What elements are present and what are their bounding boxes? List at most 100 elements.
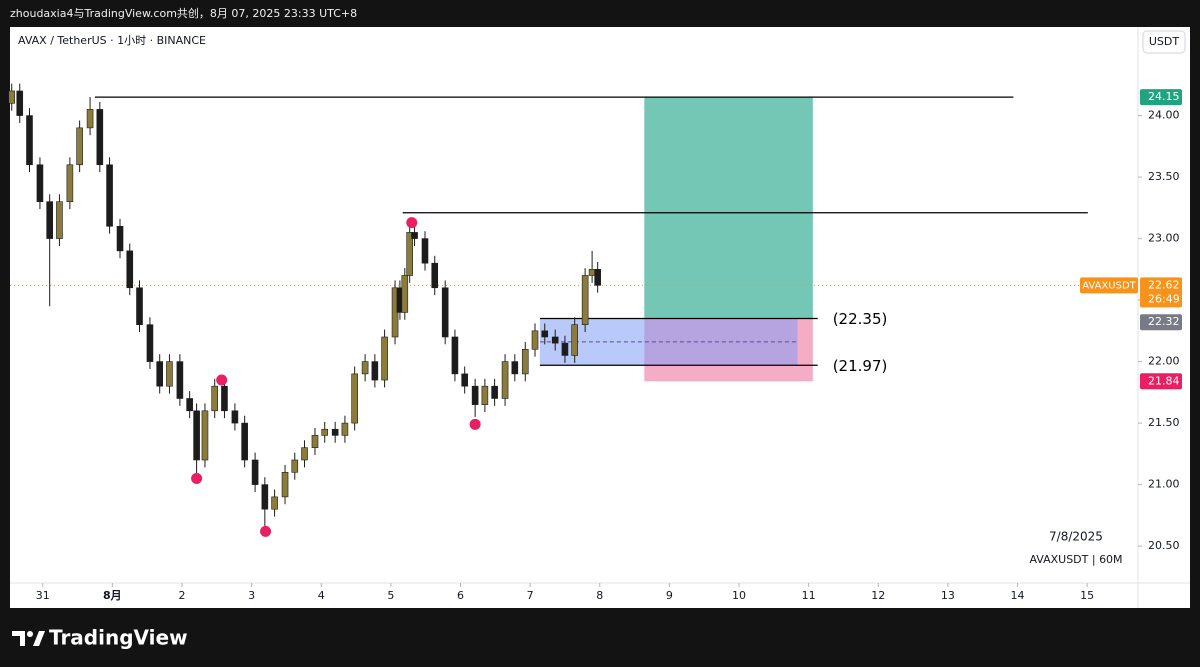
x-tick-label: 3 — [248, 589, 255, 602]
candle-body — [501, 361, 509, 399]
x-tick-label: 8月 — [103, 589, 122, 602]
x-tick-label: 5 — [387, 589, 394, 602]
candle-body — [451, 336, 459, 375]
candle-body — [588, 269, 596, 276]
candle-body — [521, 348, 529, 375]
logo-mark — [12, 631, 25, 646]
price-label — [1140, 373, 1182, 390]
candle-body — [221, 385, 228, 412]
pivot-marker — [406, 217, 418, 229]
candle-body — [156, 361, 164, 387]
candle-body — [193, 410, 200, 461]
x-tick-label: 8 — [596, 589, 603, 602]
candle-body — [531, 330, 539, 350]
x-tick-label: 14 — [1011, 589, 1025, 602]
x-tick-label: 6 — [457, 589, 464, 602]
candle-body — [76, 127, 83, 166]
candle-body — [291, 459, 299, 473]
candle-body — [541, 330, 549, 338]
candle-body — [261, 484, 269, 510]
chart-panel — [10, 27, 1190, 608]
pivot-marker — [216, 374, 228, 386]
candle-body — [201, 410, 209, 461]
candle-body — [186, 398, 193, 412]
x-tick-label: 7 — [527, 589, 534, 602]
candle-body — [401, 275, 409, 313]
x-tick-label: 9 — [666, 589, 673, 602]
candle-body — [581, 275, 589, 325]
brand: TradingView — [49, 626, 188, 650]
candle-body — [16, 90, 24, 116]
candle-body — [56, 201, 63, 239]
logo-mark — [33, 631, 45, 646]
candle-body — [281, 471, 289, 498]
y-tick-label: 21.00 — [1148, 478, 1180, 491]
candle-body — [116, 225, 124, 252]
symbol-tag — [1080, 277, 1138, 294]
candle-body — [96, 109, 104, 166]
candle-body — [351, 373, 358, 424]
candle-body — [431, 262, 439, 289]
price-label-text: 22.32 — [1148, 315, 1180, 328]
candle-body — [371, 361, 379, 381]
candle-body — [36, 164, 44, 202]
y-tick-label: 23.00 — [1148, 232, 1180, 245]
candle-body — [406, 232, 413, 276]
symbol-note: AVAXUSDT | 60M — [1029, 553, 1122, 566]
candle-body — [551, 336, 559, 344]
currency-button[interactable] — [1142, 30, 1186, 54]
candle-body — [136, 287, 143, 325]
candle-body — [361, 361, 369, 375]
candle-body — [311, 435, 319, 448]
y-tick-label: 22.00 — [1148, 355, 1180, 368]
price-label — [1140, 277, 1182, 308]
logo-dot — [27, 631, 33, 637]
price-label-text: 24.15 — [1148, 90, 1180, 103]
candle-body — [126, 250, 134, 289]
countdown: 26:49 — [1148, 292, 1180, 305]
candle-body — [8, 90, 16, 104]
line-label: (21.97) — [833, 357, 888, 375]
candle-body — [176, 361, 184, 399]
price-label-text: 22.62 — [1148, 278, 1180, 291]
price-label — [1140, 89, 1182, 106]
candle-body — [321, 428, 329, 436]
plot: (22.35) (21.97) — [8, 83, 1138, 537]
line-label: (22.35) — [833, 310, 888, 328]
candle-body — [166, 361, 173, 387]
axes: 20.5021.0021.5022.0022.5023.0023.5024.00… — [36, 89, 1182, 602]
symbol-tag-text: AVAXUSDT — [1082, 280, 1136, 291]
candle-body — [594, 269, 601, 286]
candle-body — [461, 373, 468, 387]
y-tick-label: 21.50 — [1148, 416, 1180, 429]
price-label-text: 21.84 — [1148, 374, 1180, 387]
x-tick-label: 13 — [941, 589, 955, 602]
candle-body — [106, 164, 113, 227]
price-label — [1140, 314, 1182, 331]
candle-body — [571, 324, 578, 356]
y-tick-label: 23.50 — [1148, 170, 1180, 183]
x-tick-label: 15 — [1080, 589, 1094, 602]
x-tick-label: 12 — [871, 589, 885, 602]
candle-body — [46, 201, 53, 239]
candle-body — [421, 238, 429, 264]
x-tick-label: 31 — [36, 589, 50, 602]
x-tick-label: 4 — [318, 589, 325, 602]
candle-body — [146, 324, 154, 362]
candle-body — [511, 361, 519, 375]
currency: USDT — [1149, 35, 1180, 48]
candle-body — [301, 447, 308, 461]
candle-body — [411, 232, 418, 239]
candle-body — [26, 115, 33, 166]
candle-body — [241, 422, 248, 461]
date-note: 7/8/2025 — [1049, 530, 1103, 544]
brand-logo: TradingView — [12, 626, 188, 650]
candle-body — [271, 496, 278, 510]
candle-body — [341, 422, 349, 436]
y-tick-label: 24.00 — [1148, 109, 1180, 122]
candle-body — [491, 385, 498, 399]
candle-body — [381, 336, 388, 381]
candle-body — [211, 385, 219, 412]
